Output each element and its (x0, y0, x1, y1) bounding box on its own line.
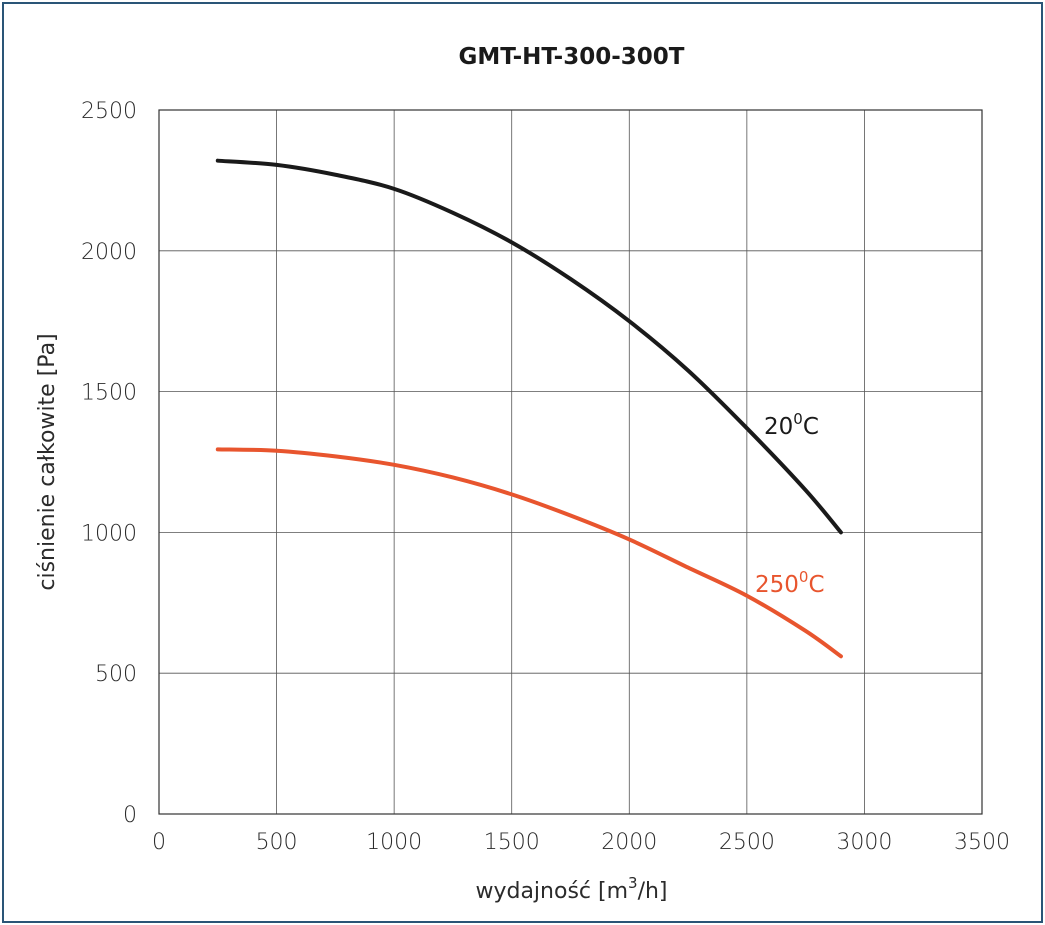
chart-title: GMT-HT-300-300T (459, 44, 685, 70)
y-tick-label: 2000 (81, 240, 137, 265)
x-tick-label: 3500 (954, 830, 1010, 855)
y-tick-label: 500 (95, 662, 137, 687)
series-labels: 200C 2500C (755, 410, 825, 598)
series-label: 200C (764, 410, 819, 440)
grid (159, 110, 982, 814)
series (215, 158, 843, 659)
series-label: 2500C (755, 568, 825, 598)
y-axis: 0 500 1000 1500 2000 2500 (81, 99, 137, 828)
x-axis: 0 500 1000 1500 2000 2500 3000 3500 (152, 830, 1010, 855)
x-tick-label: 2500 (719, 830, 775, 855)
x-axis-label: wydajność [m3/h] (475, 874, 667, 904)
y-axis-label: ciśnienie całkowite [Pa] (35, 333, 60, 590)
y-tick-label: 1500 (81, 381, 137, 406)
y-tick-label: 2500 (81, 99, 137, 124)
x-axis-label-sup: 3 (628, 874, 638, 892)
x-tick-label: 2000 (601, 830, 657, 855)
x-tick-label: 1000 (366, 830, 422, 855)
x-tick-label: 1500 (484, 830, 540, 855)
y-tick-label: 1000 (81, 521, 137, 546)
x-axis-label-tail: /h] (638, 879, 668, 904)
x-tick-label: 0 (152, 830, 166, 855)
plot-area (158, 109, 983, 815)
series-line (215, 447, 843, 659)
x-tick-label: 3000 (836, 830, 892, 855)
x-tick-label: 500 (256, 830, 298, 855)
series-line (215, 158, 843, 535)
x-axis-label-main: wydajność [m (475, 879, 628, 904)
y-tick-label: 0 (123, 803, 137, 828)
